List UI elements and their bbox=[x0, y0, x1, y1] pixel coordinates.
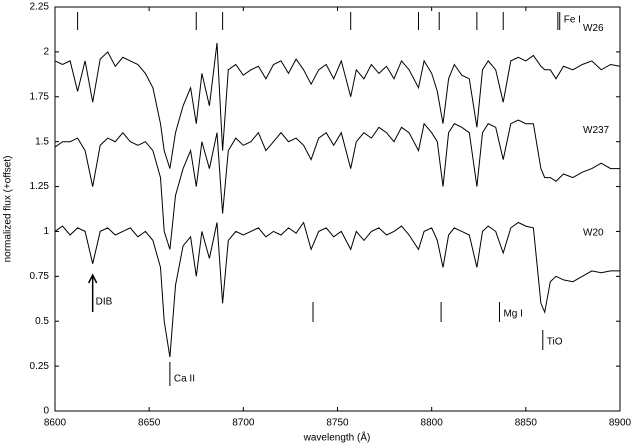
y-tick-label: 0.75 bbox=[30, 271, 50, 282]
y-tick-label: 1.25 bbox=[30, 181, 50, 192]
annotation-label: TiO bbox=[547, 337, 563, 348]
spectrum-line bbox=[54, 42, 621, 169]
y-tick-label: 0 bbox=[43, 406, 49, 417]
x-tick-label: 8600 bbox=[44, 418, 67, 429]
annotation-label: Fe I bbox=[564, 15, 581, 26]
annotation-label: Ca II bbox=[174, 374, 195, 385]
x-tick-label: 8800 bbox=[421, 418, 444, 429]
x-tick-label: 8850 bbox=[515, 418, 538, 429]
y-tick-label: 1 bbox=[43, 226, 49, 237]
annotation-label: DIB bbox=[96, 297, 113, 308]
spectrum-line bbox=[54, 119, 620, 250]
x-tick-label: 8750 bbox=[326, 418, 349, 429]
x-tick-label: 8650 bbox=[138, 418, 161, 429]
series-label: W26 bbox=[583, 23, 604, 34]
y-tick-label: 1.75 bbox=[30, 91, 50, 102]
y-tick-label: 0.5 bbox=[35, 316, 49, 327]
y-tick-label: 0.25 bbox=[30, 361, 50, 372]
y-tick-label: 2 bbox=[43, 47, 49, 58]
y-axis-label: normalized flux (+offset) bbox=[3, 156, 14, 263]
y-tick-label: 1.5 bbox=[35, 136, 49, 147]
arrow-head bbox=[87, 273, 98, 284]
y-tick-label: 2.25 bbox=[30, 2, 50, 13]
x-tick-label: 8900 bbox=[609, 418, 632, 429]
x-axis-label: wavelength (Å) bbox=[303, 431, 371, 444]
annotation-label: Mg I bbox=[503, 309, 522, 320]
spectrum-line bbox=[54, 221, 620, 358]
series-label: W20 bbox=[583, 228, 604, 239]
series-label: W237 bbox=[583, 125, 610, 136]
plot-frame bbox=[54, 6, 621, 412]
x-tick-label: 8700 bbox=[232, 418, 255, 429]
